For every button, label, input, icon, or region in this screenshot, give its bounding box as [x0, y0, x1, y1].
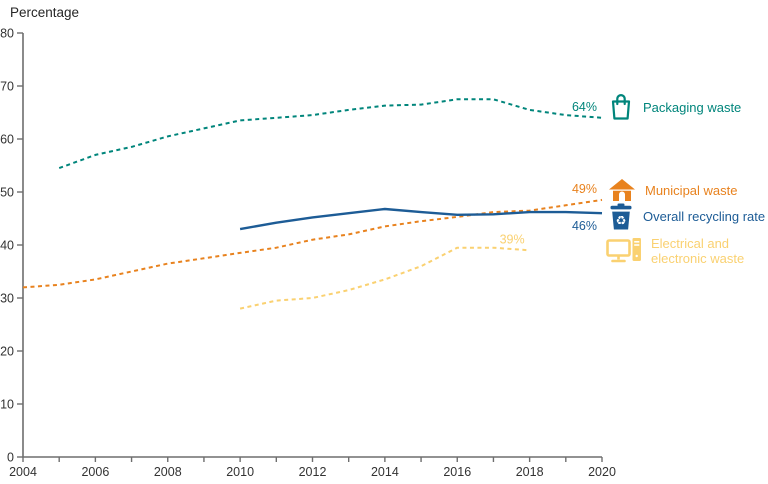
x-tick-label: 2012: [299, 465, 327, 479]
x-tick-label: 2010: [226, 465, 254, 479]
legend-label-packaging-waste: Packaging waste: [643, 99, 742, 115]
legend-label-electrical-electronic-waste: Electrical and electronic waste: [651, 236, 745, 266]
series-municipal-waste: [22, 198, 603, 289]
legend-label-overall-recycling-rate: Overall recycling rate: [643, 209, 766, 224]
x-tick-label: 2020: [588, 465, 616, 479]
legend-item-overall-recycling-rate: ♻ Overall recycling rate: [608, 203, 765, 230]
recycle-bin-icon: ♻: [610, 203, 632, 230]
computer-icon: [606, 238, 641, 263]
series-packaging-waste: [58, 98, 603, 170]
y-tick-label: 10: [0, 398, 14, 412]
y-tick-label: 40: [0, 239, 14, 253]
series-overall-recycling-rate: [239, 207, 603, 231]
shopping-bag-icon: [611, 94, 631, 120]
x-tick-label: 2008: [154, 465, 182, 479]
y-tick-label: 70: [0, 80, 14, 94]
series-end-label: 39%: [500, 232, 525, 246]
legend-label-municipal-waste: Municipal waste: [645, 182, 738, 198]
legend-item-municipal-waste: Municipal waste: [608, 178, 738, 202]
series-end-label: 46%: [572, 219, 597, 233]
x-tick-label: 2014: [371, 465, 399, 479]
y-tick-label: 0: [7, 451, 14, 465]
series-end-label: 49%: [572, 182, 597, 196]
x-tick-label: 2004: [9, 465, 37, 479]
y-tick-label: 50: [0, 186, 14, 200]
series-end-label: 64%: [572, 100, 597, 114]
y-tick-label: 60: [0, 133, 14, 147]
y-tick-label: 80: [0, 27, 14, 41]
svg-text:♻: ♻: [616, 214, 627, 228]
house-icon: [609, 179, 635, 201]
x-tick-label: 2016: [443, 465, 471, 479]
chart-y-axis-title: Percentage: [10, 5, 80, 20]
series-electrical-and-electronic-waste: [239, 246, 530, 310]
y-tick-label: 20: [0, 345, 14, 359]
x-tick-label: 2006: [81, 465, 109, 479]
legend-item-electrical-electronic-waste: Electrical and electronic waste: [606, 236, 744, 266]
x-tick-label: 2018: [516, 465, 544, 479]
legend-item-packaging-waste: Packaging waste: [608, 92, 741, 122]
y-tick-label: 30: [0, 292, 14, 306]
